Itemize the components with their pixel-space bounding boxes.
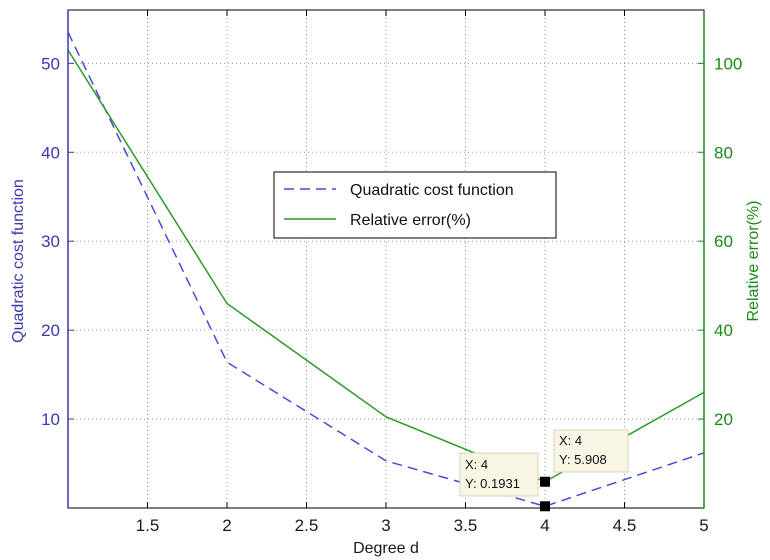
datatip-x-quadratic-cost: X: 4 [465, 457, 488, 472]
left-y-tick-label: 40 [41, 143, 60, 162]
x-tick-label: 1.5 [136, 516, 160, 535]
datatip-box-relative-error [553, 429, 629, 473]
right-y-axis-label: Relative error(%) [745, 201, 762, 322]
datatip-y-relative-error: Y: 5.908 [559, 452, 607, 467]
legend-label-relative-error: Relative error(%) [350, 212, 471, 229]
x-tick-label: 4 [540, 516, 549, 535]
datatip-marker-quadratic-cost[interactable] [540, 501, 550, 512]
datatips: X: 4 Y: 5.908 X: 4 Y: 0.1931 [459, 429, 629, 512]
legend-box [273, 171, 557, 239]
left-y-axis-label: Quadratic cost function [10, 179, 27, 343]
x-tick-label: 2.5 [295, 516, 319, 535]
x-tick-label: 3 [381, 516, 390, 535]
x-tick-label: 4.5 [613, 516, 637, 535]
right-y-tick-label: 80 [714, 143, 733, 162]
left-y-tick-label: 50 [41, 54, 60, 73]
left-y-tick-label: 30 [41, 232, 60, 251]
legend: Quadratic cost function Relative error(%… [273, 171, 557, 239]
left-y-tick-label: 20 [41, 321, 60, 340]
legend-label-quadratic-cost: Quadratic cost function [350, 182, 514, 199]
left-y-tick-label: 10 [41, 410, 60, 429]
axis-labels: Degree d Quadratic cost function Relativ… [10, 179, 762, 557]
right-y-tick-label: 100 [714, 54, 742, 73]
datatip-y-quadratic-cost: Y: 0.1931 [465, 476, 520, 491]
right-y-tick-label: 20 [714, 410, 733, 429]
axis-ticks: 1.5 2 2.5 3 3.5 4 4.5 5 10 20 30 40 50 20 40 60 80 100 [41, 10, 742, 535]
x-tick-label: 2 [222, 516, 231, 535]
datatip-box-quadratic-cost [459, 452, 539, 497]
right-y-tick-label: 60 [714, 232, 733, 251]
x-tick-label: 3.5 [454, 516, 478, 535]
x-axis-label: Degree d [353, 540, 419, 557]
datatip-marker-relative-error[interactable] [540, 476, 550, 487]
datatip-x-relative-error: X: 4 [559, 433, 582, 448]
x-tick-label: 5 [699, 516, 708, 535]
quadratic-cost-line [67, 31, 705, 508]
right-y-tick-label: 40 [714, 321, 733, 340]
